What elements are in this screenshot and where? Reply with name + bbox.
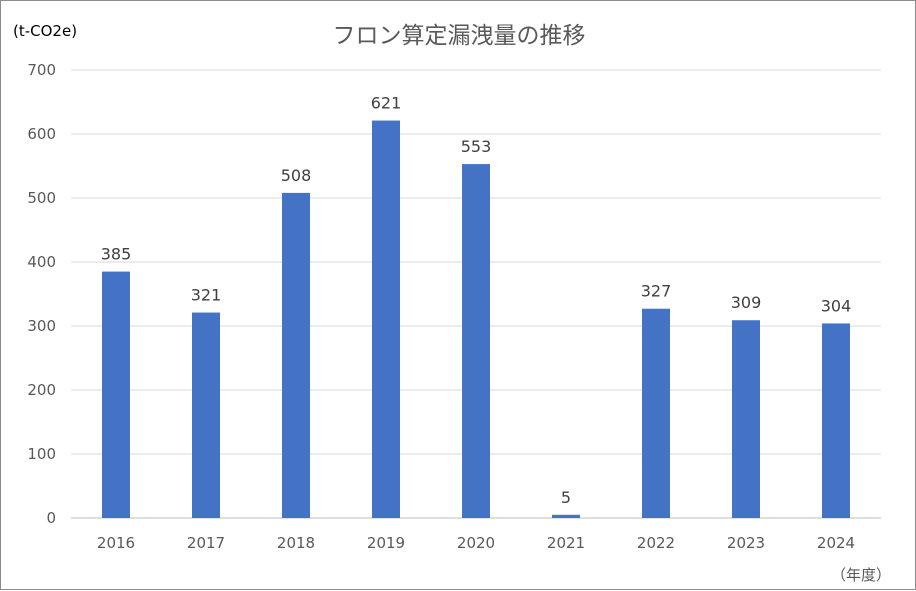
data-label-2024: 304 [821, 296, 852, 315]
data-label-2022: 327 [641, 282, 672, 301]
y-axis-ticks: 0 100 200 300 400 500 600 700 [27, 61, 56, 527]
x-tick-label-2016: 2016 [97, 534, 135, 552]
x-tick-label-2018: 2018 [277, 534, 315, 552]
bar-2021 [552, 514, 580, 518]
bar-2019 [372, 120, 400, 518]
data-label-2023: 309 [731, 293, 762, 312]
y-tick-label: 600 [27, 125, 56, 143]
data-label-2020: 553 [461, 137, 492, 156]
data-labels: 385 321 508 621 553 5 327 309 304 [101, 94, 852, 507]
data-label-2017: 321 [191, 286, 222, 305]
data-label-2018: 508 [281, 166, 312, 185]
bar-2018 [282, 192, 310, 518]
bars [102, 120, 850, 518]
data-label-2016: 385 [101, 245, 132, 264]
data-label-2019: 621 [371, 94, 402, 113]
bar-2020 [462, 164, 490, 518]
data-label-2021: 5 [561, 488, 571, 507]
x-tick-label-2020: 2020 [457, 534, 495, 552]
bar-2022 [642, 308, 670, 518]
y-tick-label: 300 [27, 317, 56, 335]
y-tick-label: 0 [46, 509, 56, 527]
x-tick-label-2019: 2019 [367, 534, 405, 552]
y-tick-label: 200 [27, 381, 56, 399]
bar-2023 [732, 320, 760, 518]
y-axis-unit-label: (t-CO2e) [13, 22, 77, 40]
chart-title: フロン算定漏洩量の推移 [333, 23, 586, 49]
x-tick-label-2021: 2021 [547, 534, 585, 552]
y-tick-label: 400 [27, 253, 56, 271]
x-tick-label-2017: 2017 [187, 534, 225, 552]
x-tick-label-2022: 2022 [637, 534, 675, 552]
x-tick-label-2023: 2023 [727, 534, 765, 552]
x-axis-ticks: 2016 2017 2018 2019 2020 2021 2022 2023 2024 [97, 534, 855, 552]
x-tick-label-2024: 2024 [817, 534, 855, 552]
y-tick-label: 100 [27, 445, 56, 463]
y-tick-label: 500 [27, 189, 56, 207]
y-tick-label: 700 [27, 61, 56, 79]
bar-2017 [192, 312, 220, 518]
bar-2024 [822, 323, 850, 518]
bar-2016 [102, 271, 130, 518]
x-axis-unit-label: （年度） [831, 566, 891, 584]
